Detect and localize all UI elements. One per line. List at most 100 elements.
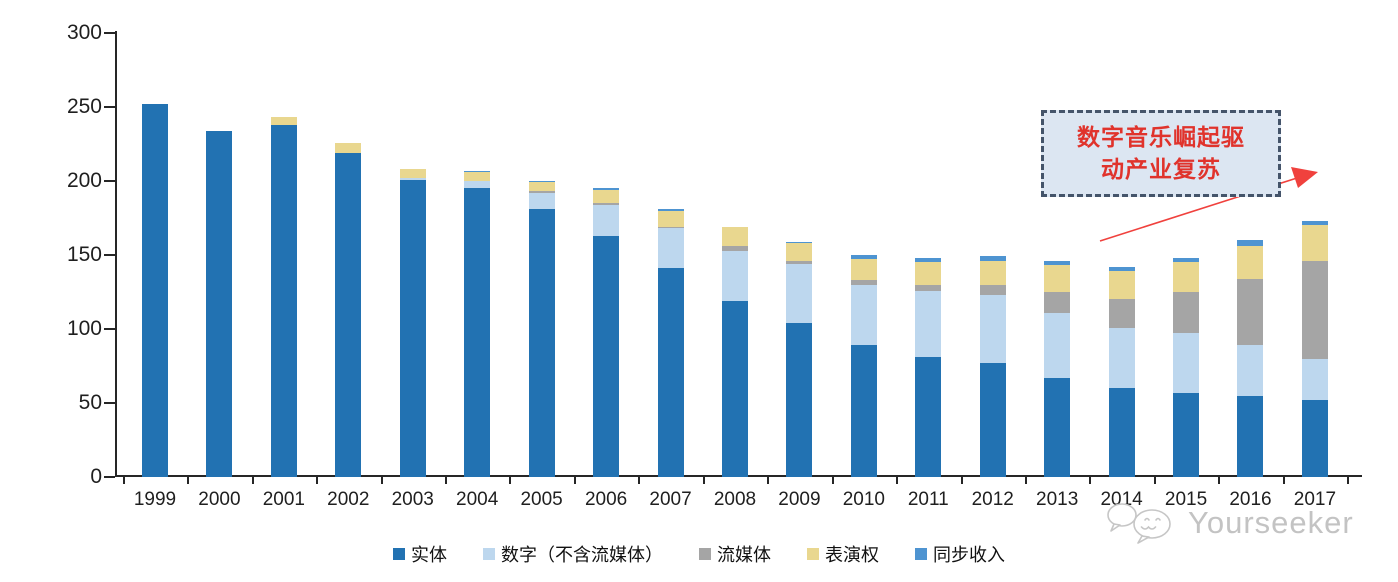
y-tick-label: 100 [66,317,102,340]
bar-2017-segment [1301,220,1328,226]
bar-2005-segment [528,191,555,193]
bar-2010-segment [850,255,877,260]
bar-2014-segment [1108,327,1135,389]
bar-2011-segment [915,284,942,291]
legend-swatch [915,548,927,560]
y-tick-mark [104,254,115,256]
y-tick-label: 150 [66,243,102,266]
watermark: Yourseeker [1104,500,1354,546]
bar-2013-segment [1044,312,1071,378]
x-tick-mark [1282,476,1285,484]
y-tick-mark [104,106,115,108]
bar-2005-segment [528,209,555,477]
bar-2006-segment [593,204,620,236]
x-tick-label: 2004 [456,489,499,510]
bar-2012-segment [979,256,1006,261]
bar-2011-segment [915,290,942,358]
legend-label: 流媒体 [717,545,771,565]
bar-2009-segment [786,241,813,244]
x-tick-label: 2014 [1100,489,1143,510]
legend-item: 实体 [393,541,447,567]
legend-label: 实体 [411,545,447,565]
annotation-text-line1: 数字音乐崛起驱 [1077,124,1245,150]
bar-2009-segment [786,323,813,477]
bar-2011-segment [915,262,942,285]
x-tick-label: 2015 [1164,489,1208,510]
bar-2012-segment [979,260,1006,285]
bar-2008-segment [721,226,748,247]
x-tick-mark [896,476,899,484]
bar-1999-segment [142,104,168,477]
bar-2013-segment [1044,260,1071,266]
x-tick-mark [251,476,254,484]
bar-2015-segment [1173,333,1200,393]
bar-2015-segment [1173,262,1200,292]
bar-2006-segment [593,203,620,205]
legend-label: 数字（不含流媒体） [501,545,663,565]
bar-2014-segment [1108,388,1135,477]
bar-2008-segment [721,250,748,301]
legend-item: 流媒体 [699,541,771,567]
bar-2015-segment [1173,257,1200,263]
x-tick-mark [831,476,834,484]
y-tick-label: 300 [66,21,102,44]
bar-2008-segment [721,300,748,477]
bar-2013-segment [1044,265,1071,292]
x-tick-mark [1153,476,1156,484]
y-tick-label: 250 [66,95,102,118]
x-tick-label: 2000 [198,489,241,510]
bar-2009-segment [786,243,813,261]
x-tick-label: 2006 [584,489,628,510]
bar-2004-segment [464,172,491,181]
bar-2000-segment [206,130,233,477]
bar-2010-segment [850,280,877,285]
bar-2016-segment [1237,278,1264,346]
bar-2016-segment [1237,240,1264,247]
bar-2006-segment [593,235,620,477]
bar-2016-segment [1237,246,1264,279]
legend-swatch [807,548,819,560]
bar-2007-segment [657,268,684,477]
x-tick-label: 2007 [649,489,692,510]
bar-2014-segment [1108,299,1135,328]
legend-item: 同步收入 [915,541,1005,567]
bar-2015-segment [1173,292,1200,334]
bar-2010-segment [850,345,877,477]
bar-2005-segment [528,192,555,210]
x-tick-label: 2011 [907,489,949,510]
x-tick-label: 2010 [842,489,885,510]
y-axis-line [115,31,117,477]
legend-label: 同步收入 [933,545,1005,565]
legend-swatch [393,548,405,560]
y-tick-mark [104,328,115,330]
x-tick-label: 2012 [971,489,1014,510]
x-tick-mark [316,476,319,484]
x-tick-mark [444,476,447,484]
x-tick-mark [573,476,576,484]
annotation-callout: 数字音乐崛起驱 动产业复苏 [1041,110,1281,197]
y-tick-label: 200 [66,169,102,192]
legend-item: 数字（不含流媒体） [483,541,663,567]
bar-2016-segment [1237,345,1264,396]
x-tick-mark [1218,476,1221,484]
legend-label: 表演权 [825,545,879,565]
bar-2001-segment [270,117,297,125]
bar-2003-segment [399,179,426,477]
y-tick-mark [104,32,115,34]
x-tick-label: 2017 [1293,489,1337,510]
annotation-text-line2: 动产业复苏 [1101,156,1221,182]
y-tick-mark [104,402,115,404]
chat-bubbles-smiley-icon [1107,503,1171,544]
bar-2009-segment [786,260,813,264]
bar-2014-segment [1108,271,1135,300]
x-tick-label: 1999 [133,489,177,510]
bar-2010-segment [850,259,877,281]
bar-2007-segment [657,209,684,211]
bar-2015-segment [1173,392,1200,477]
y-tick-mark [104,476,115,478]
bar-2006-segment [593,189,620,204]
bar-2017-segment [1301,260,1328,359]
x-tick-label: 2005 [520,489,563,510]
bar-2011-segment [915,357,942,477]
